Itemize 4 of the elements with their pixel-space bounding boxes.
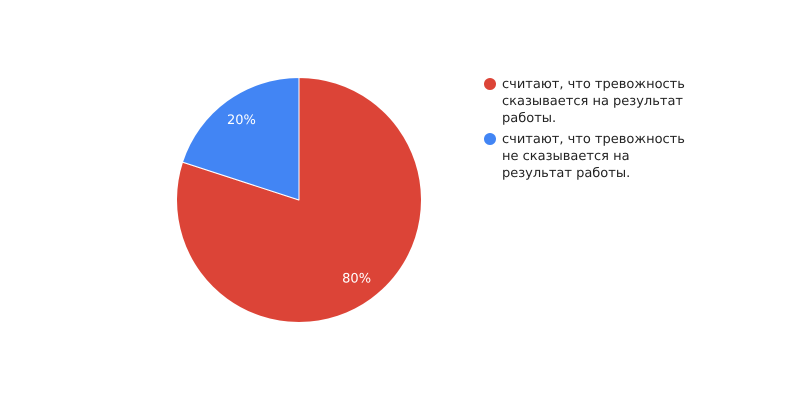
data-label: 20% xyxy=(226,113,256,128)
legend-label: считают, что тревожность сказывается на результат работы. xyxy=(502,76,686,127)
legend-label: считают, что тревожность не сказывается на результат работы. xyxy=(502,131,686,182)
data-label: 80% xyxy=(342,272,372,287)
